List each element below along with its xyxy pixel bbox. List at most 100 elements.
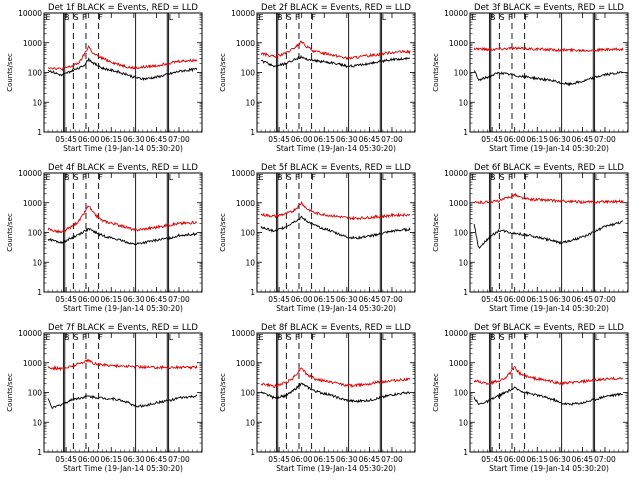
y-tick-label: 1 (250, 128, 255, 137)
flag-label: B (277, 13, 283, 22)
y-tick-label: 1 (250, 448, 255, 457)
x-tick-label: 07:00 (168, 135, 190, 144)
x-tick-label: 06:30 (549, 295, 571, 304)
flag-label: B (64, 173, 70, 182)
lld-series-line (260, 40, 411, 61)
y-tick-label: 10000 (231, 329, 255, 338)
detector-panel-3: Det 3f BLACK = Events, RED = LLD 1 10 100 10… (432, 3, 629, 153)
flag-label: E (258, 13, 263, 22)
lld-series-line (47, 45, 198, 71)
x-tick-label: 06:45 (572, 135, 594, 144)
x-tick-label: 07:00 (594, 295, 616, 304)
x-tick-label: 05:45 (481, 135, 503, 144)
x-tick-label: 07:00 (594, 135, 616, 144)
flag-label: F (82, 173, 87, 182)
x-tick-label: 06:30 (336, 455, 358, 464)
y-tick-label: 10000 (444, 9, 468, 18)
y-axis-label: Counts/sec (219, 373, 227, 412)
x-axis-label: Start Time (19-Jan-14 05:30:20) (63, 304, 183, 313)
panel-title: Det 1f BLACK = Events, RED = LLD (48, 3, 198, 13)
detector-panel-6: Det 6f BLACK = Events, RED = LLD 1 10 100 10… (432, 163, 629, 313)
x-tick-label: 06:45 (146, 295, 168, 304)
detector-panel-9: Det 9f BLACK = Events, RED = LLD 1 10 100 10… (432, 323, 629, 473)
x-tick-label: 06:45 (146, 135, 168, 144)
y-tick-label: 1000 (236, 199, 255, 208)
x-axis-label: Start Time (19-Jan-14 05:30:20) (489, 304, 609, 313)
flag-label: F (82, 333, 87, 342)
y-axis-label: Counts/sec (6, 213, 14, 252)
x-tick-label: 06:45 (572, 295, 594, 304)
events-series-line (47, 394, 198, 409)
x-tick-label: 06:30 (549, 135, 571, 144)
x-tick-label: 06:00 (504, 295, 526, 304)
flag-label: S (73, 13, 78, 22)
flag-label: S (499, 333, 504, 342)
flag-label: F (98, 173, 103, 182)
x-tick-label: 07:00 (381, 455, 403, 464)
y-tick-label: 1000 (23, 359, 42, 368)
y-tick-label: 10 (245, 258, 255, 267)
flag-label: B (277, 173, 283, 182)
events-series-line (260, 382, 411, 404)
plot-frame (43, 172, 203, 293)
x-axis-label: Start Time (19-Jan-14 05:30:20) (489, 464, 609, 473)
x-tick-label: 06:30 (123, 135, 145, 144)
flag-label: E (258, 333, 263, 342)
panel-title: Det 9f BLACK = Events, RED = LLD (474, 323, 624, 333)
plot-frame (469, 332, 629, 453)
y-tick-label: 100 (241, 69, 256, 78)
flag-label: B (64, 13, 70, 22)
flag-label: L (169, 13, 174, 22)
y-tick-label: 1000 (236, 39, 255, 48)
x-tick-label: 06:15 (100, 135, 122, 144)
y-axis-label: Counts/sec (6, 53, 14, 92)
y-tick-label: 1 (37, 128, 42, 137)
events-series-line (260, 215, 411, 240)
flag-label: F (524, 333, 529, 342)
events-series-line (47, 227, 198, 246)
panel-title: Det 3f BLACK = Events, RED = LLD (474, 3, 624, 13)
detector-panel-2: Det 2f BLACK = Events, RED = LLD 1 10 100 10… (219, 3, 416, 153)
y-tick-label: 100 (241, 389, 256, 398)
x-tick-label: 06:30 (336, 135, 358, 144)
x-tick-label: 05:45 (55, 455, 77, 464)
panel-title: Det 6f BLACK = Events, RED = LLD (474, 163, 624, 173)
y-tick-label: 10 (458, 418, 468, 427)
x-tick-label: 05:45 (55, 295, 77, 304)
y-tick-label: 10000 (231, 9, 255, 18)
flag-label: E (471, 173, 476, 182)
flag-label: F (524, 13, 529, 22)
y-tick-label: 1000 (236, 359, 255, 368)
x-tick-label: 07:00 (381, 295, 403, 304)
y-tick-label: 1000 (449, 199, 468, 208)
x-tick-label: 06:00 (78, 135, 100, 144)
flag-label: E (471, 333, 476, 342)
x-tick-label: 06:45 (359, 295, 381, 304)
detector-panel-8: Det 8f BLACK = Events, RED = LLD 1 10 100 10… (219, 323, 416, 473)
x-tick-label: 05:45 (481, 455, 503, 464)
x-tick-label: 06:15 (526, 295, 548, 304)
flag-label: F (508, 13, 513, 22)
panel-title: Det 5f BLACK = Events, RED = LLD (261, 163, 411, 173)
events-series-line (47, 57, 198, 82)
x-axis-label: Start Time (19-Jan-14 05:30:20) (63, 144, 183, 153)
x-axis-label: Start Time (19-Jan-14 05:30:20) (63, 464, 183, 473)
lld-series-line (47, 205, 198, 234)
x-tick-label: 05:45 (481, 295, 503, 304)
events-series-line (473, 70, 624, 87)
flag-label: B (277, 333, 283, 342)
flag-label: F (311, 333, 316, 342)
y-tick-label: 1 (463, 128, 468, 137)
flag-label: F (311, 13, 316, 22)
x-tick-label: 06:00 (291, 135, 313, 144)
y-tick-label: 100 (454, 69, 469, 78)
x-tick-label: 06:00 (78, 455, 100, 464)
y-tick-label: 10 (32, 418, 42, 427)
x-axis-label: Start Time (19-Jan-14 05:30:20) (276, 144, 396, 153)
flag-label: F (311, 173, 316, 182)
flag-label: L (595, 13, 600, 22)
y-tick-label: 10000 (444, 329, 468, 338)
y-axis-label: Counts/sec (432, 53, 440, 92)
x-tick-label: 06:15 (100, 295, 122, 304)
flag-label: S (73, 173, 78, 182)
